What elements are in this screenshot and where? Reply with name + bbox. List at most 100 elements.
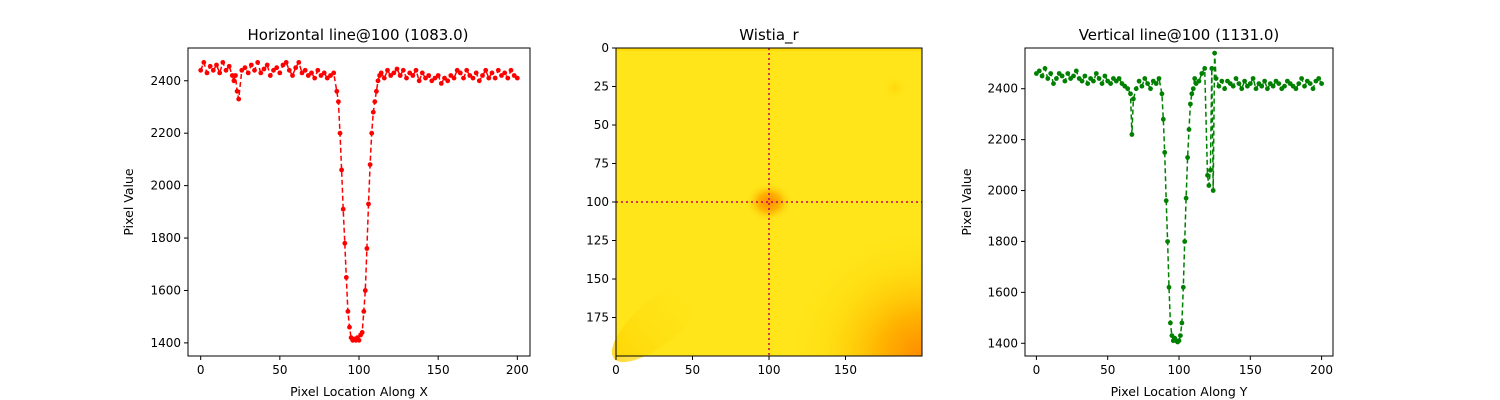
right-data-point: [1236, 81, 1242, 86]
left-data-point: [226, 63, 232, 69]
heatmap-xtick-label: 0: [612, 363, 620, 377]
right-data-point: [1166, 284, 1172, 290]
right-xtick-label: 150: [1239, 363, 1262, 377]
left-data-point: [347, 324, 352, 330]
right-data-point: [1239, 86, 1245, 92]
left-data-point: [369, 130, 375, 136]
left-data-point: [302, 67, 308, 73]
right-data-point: [1071, 73, 1076, 79]
left-data-point: [331, 70, 337, 76]
right-data-point: [1282, 83, 1287, 89]
left-data-point: [324, 75, 330, 81]
right-data-point: [1230, 83, 1236, 89]
left-data-point: [305, 73, 311, 78]
right-data-point: [1199, 71, 1205, 76]
left-data-point: [366, 201, 371, 207]
left-plot-yticks: 1400 1600 1800 2000 2200 2400: [150, 74, 188, 350]
left-data-point: [448, 73, 454, 78]
left-data-point: [364, 246, 370, 251]
left-data-point: [239, 67, 245, 73]
left-data-point: [233, 73, 238, 78]
right-data-point: [1116, 76, 1122, 81]
right-plot: Vertical line@100 (1131.0) 0 50 100 150 200 …: [959, 26, 1334, 399]
right-ytick-label: 2200: [987, 133, 1018, 147]
right-data-point: [1296, 81, 1302, 86]
left-data-point: [340, 206, 346, 212]
right-xtick-label: 200: [1310, 363, 1333, 377]
heatmap-corner-glow: [780, 220, 922, 356]
right-data-point: [1036, 68, 1042, 74]
left-data-point: [400, 67, 406, 73]
heatmap-image: [611, 48, 922, 363]
right-data-point: [1319, 81, 1324, 86]
heatmap-xtick-label: 50: [685, 363, 700, 377]
left-plot: Horizontal line@100 (1083.0) 0 50 100 150 20…: [121, 26, 531, 399]
right-plot-xticks: 0 50 100 150 200: [1033, 356, 1333, 377]
right-data-point: [1250, 76, 1256, 81]
right-data-point: [1073, 68, 1079, 74]
right-data-point: [1102, 73, 1108, 79]
left-data-point: [356, 337, 362, 343]
left-data-point: [370, 109, 376, 115]
left-data-point: [508, 67, 514, 73]
right-data-point: [1316, 76, 1322, 81]
left-data-point: [231, 78, 237, 84]
right-data-point: [1270, 83, 1276, 89]
left-data-point: [277, 70, 283, 76]
right-data-point: [1099, 81, 1105, 86]
left-data-point: [451, 75, 457, 81]
heatmap-xtick-label: 100: [758, 363, 781, 377]
right-data-point: [1210, 188, 1216, 193]
right-data-point: [1045, 76, 1051, 81]
right-data-point: [1192, 76, 1198, 81]
right-data-point: [1182, 239, 1188, 244]
left-data-point: [343, 275, 349, 280]
right-data-point: [1054, 76, 1059, 81]
left-data-point: [489, 70, 495, 76]
right-data-point: [1253, 86, 1259, 92]
left-xtick-label: 150: [427, 363, 450, 377]
right-data-point: [1307, 81, 1313, 86]
right-data-point: [1168, 320, 1173, 326]
right-data-point: [1153, 81, 1159, 86]
left-data-point: [483, 67, 489, 73]
right-plot-xlabel: Pixel Location Along Y: [1111, 384, 1248, 399]
left-data-point: [245, 70, 251, 76]
right-xtick-label: 100: [1168, 363, 1191, 377]
right-ytick-label: 1400: [987, 336, 1018, 350]
left-data-point: [397, 73, 403, 78]
right-data-point: [1208, 167, 1213, 173]
left-data-point: [362, 288, 368, 293]
left-data-point: [416, 78, 422, 84]
heatmap-ytick-label: 175: [586, 311, 609, 325]
right-data-point: [1265, 86, 1270, 92]
left-data-point: [337, 130, 343, 136]
right-data-point: [1209, 66, 1215, 71]
left-data-point: [267, 73, 273, 78]
right-data-point: [1176, 338, 1182, 344]
right-data-point: [1178, 333, 1183, 338]
right-ytick-label: 1800: [987, 234, 1018, 248]
right-data-point: [1131, 96, 1136, 102]
heatmap-ytick-label: 125: [586, 234, 609, 248]
left-data-point: [299, 70, 305, 76]
right-data-point: [1093, 71, 1099, 76]
left-data-point: [464, 67, 470, 73]
left-data-point: [429, 78, 435, 84]
right-data-point: [1163, 198, 1169, 204]
right-plot-yticks: 1400 1600 1800 2000 2200 2400: [987, 82, 1025, 350]
left-data-point: [492, 75, 498, 81]
right-data-point: [1179, 320, 1185, 326]
right-data-point: [1212, 50, 1217, 56]
heatmap-ytick-label: 100: [586, 195, 609, 209]
left-data-point: [321, 70, 327, 76]
right-data-point: [1059, 73, 1065, 79]
left-data-point: [336, 99, 341, 105]
right-data-point: [1180, 284, 1186, 290]
right-data-point: [1185, 155, 1190, 160]
left-data-point: [198, 67, 204, 73]
left-ytick-label: 2400: [150, 74, 181, 88]
right-data-point: [1310, 86, 1316, 92]
right-data-point: [1096, 76, 1102, 81]
heatmap-ytick-label: 75: [594, 157, 609, 171]
